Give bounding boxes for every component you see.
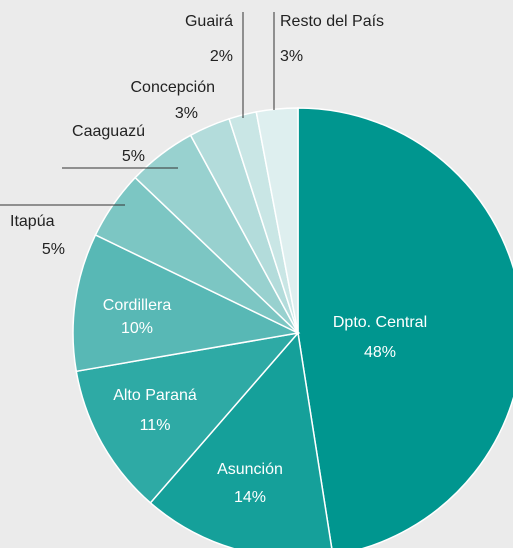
pie-slice (255, 107, 299, 334)
value-label: 5% (42, 241, 65, 258)
value-label: 5% (122, 148, 145, 165)
slice-label: Guairá (185, 13, 233, 30)
value-label: 14% (234, 489, 266, 506)
slice-label: Alto Paraná (113, 387, 197, 404)
slice-label: Asunción (217, 461, 283, 478)
value-label: 2% (210, 48, 233, 65)
value-label: 3% (280, 48, 303, 65)
slice-label: Concepción (131, 79, 216, 96)
value-label: 3% (175, 105, 198, 122)
pie-slice (75, 331, 300, 504)
slice-label: Resto del País (280, 13, 384, 30)
slice-label: Cordillera (103, 297, 172, 314)
value-label: 10% (121, 320, 153, 337)
value-label: 48% (364, 344, 396, 361)
slice-label: Dpto. Central (333, 314, 427, 331)
pie-slice (297, 107, 513, 548)
value-label: 11% (140, 417, 171, 434)
pie-slice (72, 233, 301, 373)
slice-label: Caaguazú (72, 123, 145, 140)
pie-slice (149, 331, 333, 548)
slice-label: Itapúa (10, 213, 55, 230)
